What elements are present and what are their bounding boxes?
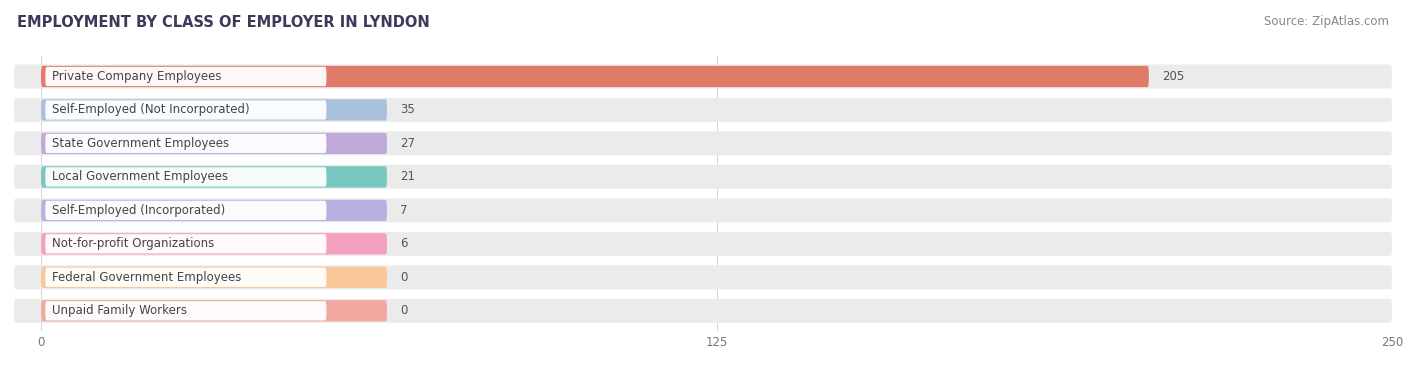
FancyBboxPatch shape (14, 132, 1392, 155)
Text: 21: 21 (401, 170, 415, 183)
FancyBboxPatch shape (41, 166, 387, 188)
Text: State Government Employees: State Government Employees (52, 137, 229, 150)
Text: Federal Government Employees: Federal Government Employees (52, 271, 242, 284)
FancyBboxPatch shape (14, 165, 1392, 189)
Text: Not-for-profit Organizations: Not-for-profit Organizations (52, 237, 214, 250)
FancyBboxPatch shape (45, 134, 326, 153)
Text: 205: 205 (1163, 70, 1184, 83)
FancyBboxPatch shape (41, 267, 387, 288)
FancyBboxPatch shape (45, 234, 326, 253)
FancyBboxPatch shape (41, 300, 387, 321)
Text: 0: 0 (401, 271, 408, 284)
FancyBboxPatch shape (14, 265, 1392, 289)
FancyBboxPatch shape (41, 233, 387, 255)
Text: Private Company Employees: Private Company Employees (52, 70, 221, 83)
Text: 6: 6 (401, 237, 408, 250)
FancyBboxPatch shape (14, 199, 1392, 222)
Text: Self-Employed (Not Incorporated): Self-Employed (Not Incorporated) (52, 103, 249, 117)
Text: Self-Employed (Incorporated): Self-Employed (Incorporated) (52, 204, 225, 217)
FancyBboxPatch shape (45, 100, 326, 120)
FancyBboxPatch shape (41, 66, 1149, 87)
Text: 35: 35 (401, 103, 415, 117)
Text: EMPLOYMENT BY CLASS OF EMPLOYER IN LYNDON: EMPLOYMENT BY CLASS OF EMPLOYER IN LYNDO… (17, 15, 430, 30)
FancyBboxPatch shape (45, 67, 326, 86)
FancyBboxPatch shape (14, 65, 1392, 88)
FancyBboxPatch shape (45, 301, 326, 320)
Text: Local Government Employees: Local Government Employees (52, 170, 228, 183)
FancyBboxPatch shape (45, 268, 326, 287)
FancyBboxPatch shape (14, 299, 1392, 323)
FancyBboxPatch shape (41, 133, 387, 154)
Text: Unpaid Family Workers: Unpaid Family Workers (52, 304, 187, 317)
Text: 0: 0 (401, 304, 408, 317)
FancyBboxPatch shape (45, 201, 326, 220)
Text: 7: 7 (401, 204, 408, 217)
FancyBboxPatch shape (45, 167, 326, 186)
FancyBboxPatch shape (41, 200, 387, 221)
FancyBboxPatch shape (41, 99, 387, 121)
Text: 27: 27 (401, 137, 415, 150)
Text: Source: ZipAtlas.com: Source: ZipAtlas.com (1264, 15, 1389, 28)
FancyBboxPatch shape (14, 232, 1392, 256)
FancyBboxPatch shape (14, 98, 1392, 122)
